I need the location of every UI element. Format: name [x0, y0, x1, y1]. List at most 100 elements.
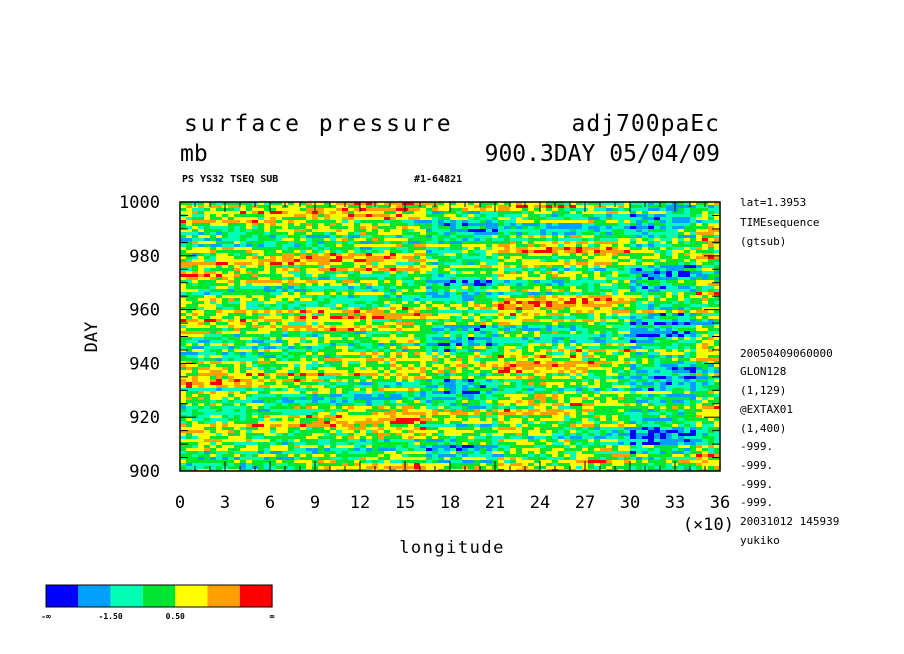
heatmap-cell — [678, 313, 685, 317]
heatmap-cell — [246, 460, 253, 464]
heatmap-cell — [276, 400, 283, 404]
heatmap-cell — [282, 238, 295, 242]
heatmap-cell — [690, 358, 697, 362]
heatmap-cell — [234, 445, 247, 449]
heatmap-cell — [618, 430, 625, 434]
heatmap-cell — [372, 304, 379, 308]
heatmap-cell — [378, 460, 385, 464]
heatmap-cell — [576, 253, 583, 257]
heatmap-cell — [300, 379, 307, 383]
heatmap-cell — [624, 226, 631, 230]
heatmap-cell — [540, 268, 547, 272]
heatmap-cell — [480, 217, 493, 221]
heatmap-cell — [684, 295, 691, 299]
heatmap-cell — [228, 214, 235, 218]
heatmap-cell — [276, 418, 283, 422]
heatmap-cell — [696, 349, 709, 353]
heatmap-cell — [504, 247, 511, 251]
heatmap-cell — [324, 289, 337, 293]
heatmap-cell — [360, 424, 367, 428]
heatmap-cell — [210, 379, 217, 383]
heatmap-cell — [468, 355, 475, 359]
heatmap-cell — [270, 310, 277, 314]
heatmap-cell — [360, 361, 367, 365]
heatmap-cell — [702, 220, 721, 224]
heatmap-cell — [558, 430, 565, 434]
heatmap-cell — [576, 277, 583, 281]
heatmap-cell — [348, 307, 355, 311]
heatmap-cell — [282, 307, 289, 311]
heatmap-cell — [252, 250, 265, 254]
heatmap-cell — [552, 460, 559, 464]
heatmap-cell — [354, 430, 361, 434]
heatmap-cell — [564, 397, 571, 401]
heatmap-cell — [672, 406, 679, 410]
heatmap-cell — [282, 349, 289, 353]
heatmap-cell — [606, 214, 613, 218]
heatmap-cell — [450, 421, 463, 425]
heatmap-cell — [432, 370, 439, 374]
heatmap-cell — [570, 439, 589, 443]
heatmap-cell — [180, 202, 193, 206]
heatmap-cell — [198, 241, 217, 245]
heatmap-cell — [522, 334, 535, 338]
heatmap-cell — [480, 415, 487, 419]
heatmap-cell — [360, 430, 367, 434]
heatmap-cell — [318, 274, 331, 278]
heatmap-cell — [546, 271, 553, 275]
heatmap-cell — [432, 367, 439, 371]
heatmap-cell — [234, 283, 241, 287]
heatmap-cell — [540, 439, 547, 443]
heatmap-cell — [222, 379, 229, 383]
heatmap-cell — [546, 259, 559, 263]
heatmap-cell — [258, 265, 265, 269]
heatmap-cell — [420, 295, 427, 299]
heatmap-cell — [186, 418, 193, 422]
heatmap-cell — [666, 220, 673, 224]
heatmap-cell — [306, 415, 313, 419]
heatmap-cell — [210, 397, 223, 401]
heatmap-cell — [486, 214, 499, 218]
heatmap-cell — [336, 424, 343, 428]
heatmap-cell — [714, 346, 721, 350]
heatmap-cell — [672, 382, 679, 386]
heatmap-cell — [576, 229, 589, 233]
heatmap-cell — [312, 361, 319, 365]
heatmap-cell — [498, 208, 511, 212]
heatmap-cell — [618, 358, 625, 362]
heatmap-cell — [330, 430, 337, 434]
heatmap-cell — [318, 439, 331, 443]
heatmap-cell — [294, 277, 301, 281]
heatmap-cell — [486, 247, 493, 251]
heatmap-cell — [354, 271, 361, 275]
heatmap-cell — [642, 283, 649, 287]
heatmap-cell — [300, 415, 307, 419]
heatmap-cell — [420, 400, 427, 404]
heatmap-cell — [564, 430, 571, 434]
heatmap-cell — [438, 349, 445, 353]
heatmap-cell — [702, 427, 709, 431]
heatmap-cell — [384, 361, 391, 365]
heatmap-cell — [408, 454, 427, 458]
heatmap-cell — [192, 346, 205, 350]
heatmap-cell — [480, 409, 487, 413]
heatmap-cell — [426, 379, 433, 383]
heatmap-cell — [330, 250, 337, 254]
heatmap-cell — [330, 433, 337, 437]
heatmap-cell — [660, 220, 667, 224]
heatmap-cell — [354, 301, 367, 305]
heatmap-cell — [180, 340, 187, 344]
heatmap-cell — [552, 385, 559, 389]
heatmap-cell — [582, 394, 589, 398]
heatmap-cell — [288, 424, 301, 428]
heatmap-cell — [462, 358, 469, 362]
heatmap-cell — [198, 205, 205, 209]
heatmap-cell — [300, 340, 307, 344]
heatmap-cell — [534, 370, 541, 374]
heatmap-cell — [324, 253, 331, 257]
heatmap-cell — [486, 220, 493, 224]
heatmap-cell — [444, 247, 451, 251]
heatmap-cell — [660, 241, 667, 245]
heatmap-cell — [264, 418, 271, 422]
heatmap-cell — [714, 325, 721, 329]
